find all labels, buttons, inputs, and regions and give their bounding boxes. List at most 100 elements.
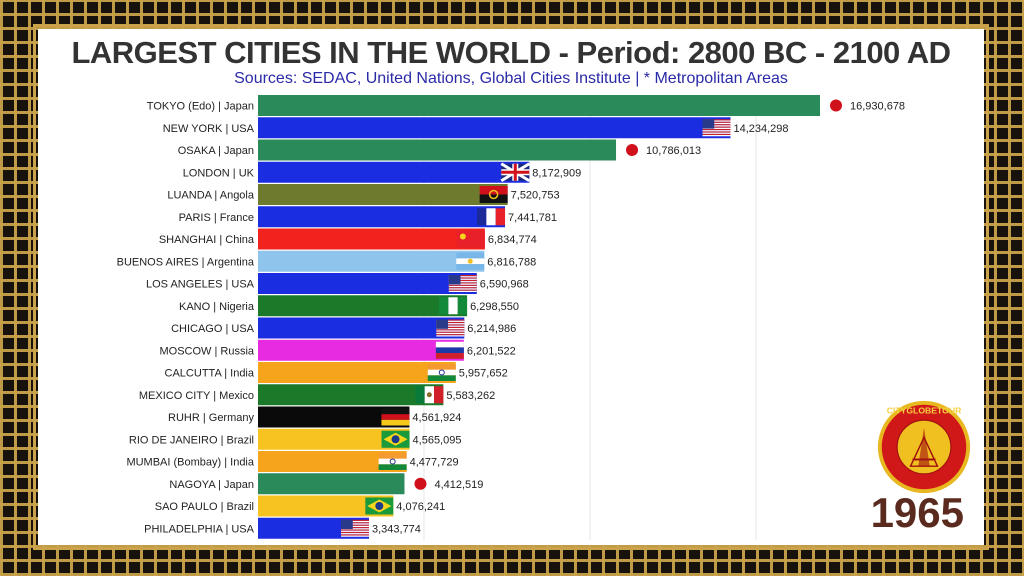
bar-value: 7,441,781	[508, 212, 557, 224]
bar-label: MEXICO CITY | Mexico	[139, 390, 254, 402]
bars: TOKYO (Edo) | Japan 16,930,678 NEW YORK | …	[117, 95, 905, 539]
bar	[258, 161, 530, 183]
bar	[258, 384, 444, 406]
bar	[258, 451, 407, 472]
bar-value: 6,298,550	[470, 301, 519, 313]
bar-label: KANO | Nigeria	[179, 301, 255, 313]
flag-icon	[436, 319, 465, 337]
flag-icon	[381, 430, 410, 448]
bar-row: NAGOYA | Japan 4,412,519	[169, 473, 483, 495]
flag-icon	[340, 519, 369, 537]
bar-row: CHICAGO | USA 6,214,986	[171, 317, 516, 339]
bar-row: RUHR | Germany 4,561,924	[168, 406, 461, 428]
bar-value: 16,930,678	[850, 101, 905, 113]
bar-label: TOKYO (Edo) | Japan	[147, 101, 254, 113]
bar-row: NEW YORK | USA 14,234,298	[163, 117, 789, 139]
bar	[258, 184, 508, 205]
bar-row: PARIS | France 7,441,781	[179, 206, 557, 228]
bar-value: 6,201,522	[467, 345, 516, 357]
bar-value: 4,565,095	[413, 434, 462, 446]
bar-value: 6,816,788	[487, 256, 536, 268]
bar	[258, 428, 410, 450]
flag-icon	[830, 99, 842, 112]
flag-icon	[456, 230, 485, 248]
bar	[258, 206, 506, 228]
flag-icon	[448, 275, 477, 292]
chart-panel: LARGEST CITIES IN THE WORLD - Period: 28…	[38, 29, 984, 545]
flag-icon	[626, 144, 639, 156]
bar	[258, 473, 405, 495]
bar-row: LOS ANGELES | USA 6,590,968	[146, 273, 529, 294]
bar-value: 4,412,519	[434, 479, 483, 491]
bar-row: PHILADELPHIA | USA 3,343,774	[144, 517, 421, 539]
bar-label: MOSCOW | Russia	[159, 345, 254, 357]
bar-label: NEW YORK | USA	[163, 123, 255, 135]
bar-label: CALCUTTA | India	[165, 368, 255, 380]
bar-row: TOKYO (Edo) | Japan 16,930,678	[147, 95, 905, 116]
bar	[258, 362, 456, 383]
bar	[258, 250, 485, 272]
bar-value: 10,786,013	[646, 145, 701, 157]
bar-label: PARIS | France	[179, 212, 254, 224]
bar	[258, 273, 477, 294]
flag-icon	[381, 408, 410, 426]
flag-icon	[439, 297, 468, 315]
bar-value: 8,172,909	[532, 167, 581, 179]
bar-row: SAO PAULO | Brazil 4,076,241	[155, 495, 445, 517]
bar-value: 6,834,774	[488, 234, 537, 246]
bar-row: LONDON | UK 8,172,909	[183, 161, 581, 183]
bar-value: 7,520,753	[511, 190, 560, 202]
bar-row: LUANDA | Angola 7,520,753	[167, 184, 560, 205]
bar-row: MOSCOW | Russia 6,201,522	[159, 339, 516, 361]
bar	[258, 495, 394, 517]
bar-label: SHANGHAI | China	[159, 234, 255, 246]
flag-icon	[500, 162, 531, 183]
flag-icon	[477, 208, 506, 226]
flag-icon	[435, 341, 464, 359]
bar-row: KANO | Nigeria 6,298,550	[179, 295, 519, 317]
bar-label: LUANDA | Angola	[167, 190, 255, 202]
flag-icon	[427, 364, 456, 381]
bar-label: LOS ANGELES | USA	[146, 279, 255, 291]
flag-icon	[415, 386, 444, 404]
bar-label: OSAKA | Japan	[178, 145, 254, 157]
bar-row: BUENOS AIRES | Argentina 6,816,788	[117, 250, 536, 272]
flag-icon	[456, 252, 485, 270]
bar-value: 3,343,774	[372, 523, 421, 535]
bar-row: MEXICO CITY | Mexico 5,583,262	[139, 384, 495, 406]
cityglobetour-logo: CITYGLOBETOUR	[877, 400, 971, 494]
border-inner-line	[33, 24, 989, 550]
bar-value: 5,583,262	[446, 390, 495, 402]
bar	[258, 406, 410, 428]
bar	[258, 339, 464, 361]
svg-text:CITYGLOBETOUR: CITYGLOBETOUR	[887, 405, 962, 415]
bar	[258, 95, 820, 116]
bar-value: 4,477,729	[410, 457, 459, 469]
bar	[258, 317, 465, 339]
bar-value: 14,234,298	[733, 123, 788, 135]
bar-label: MUMBAI (Bombay) | India	[126, 457, 254, 469]
bar-value: 4,561,924	[412, 412, 461, 424]
bar-row: MUMBAI (Bombay) | India 4,477,729	[126, 451, 459, 472]
bar-value: 6,214,986	[467, 323, 516, 335]
bar-label: BUENOS AIRES | Argentina	[117, 256, 255, 268]
bar-row: CALCUTTA | India 5,957,652	[165, 362, 508, 383]
bar-label: RIO DE JANEIRO | Brazil	[129, 434, 254, 446]
bar-label: PHILADELPHIA | USA	[144, 523, 255, 535]
bar-label: LONDON | UK	[183, 167, 255, 179]
flag-icon	[479, 186, 508, 203]
bar-row: RIO DE JANEIRO | Brazil 4,565,095	[129, 428, 462, 450]
flag-icon	[365, 497, 394, 515]
flag-icon	[414, 477, 427, 490]
bar-chart: TOKYO (Edo) | Japan 16,930,678 NEW YORK | …	[117, 95, 905, 540]
chart-subtitle: Sources: SEDAC, United Nations, Global C…	[234, 70, 788, 87]
year-label: 1965	[870, 489, 964, 536]
bar	[258, 139, 617, 161]
bar-value: 6,590,968	[480, 279, 529, 291]
chart-title: LARGEST CITIES IN THE WORLD - Period: 28…	[71, 35, 951, 70]
bar-label: SAO PAULO | Brazil	[155, 501, 254, 513]
bar	[258, 295, 468, 317]
bar-label: CHICAGO | USA	[171, 323, 255, 335]
bar-label: NAGOYA | Japan	[169, 479, 254, 491]
bar-row: OSAKA | Japan 10,786,013	[178, 139, 701, 161]
